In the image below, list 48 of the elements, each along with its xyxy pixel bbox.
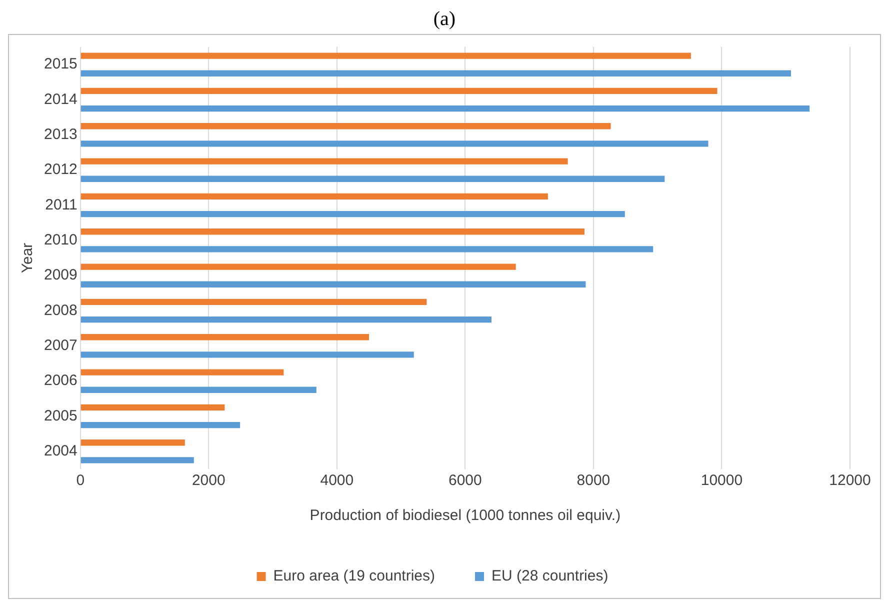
chart-title: (a): [432, 8, 457, 32]
y-tick-label: 2010: [44, 232, 78, 249]
y-tick-label: 2015: [44, 56, 78, 73]
x-tick-label: 0: [76, 472, 85, 490]
y-tick-label: 2005: [44, 407, 78, 424]
legend-label: EU (28 countries): [492, 568, 608, 585]
bar: [80, 281, 586, 288]
x-tick-label: 6000: [448, 472, 482, 490]
bar: [80, 228, 584, 235]
x-tick-label: 4000: [320, 472, 354, 490]
y-tick-label: 2006: [44, 372, 78, 390]
y-tick-label: 2008: [44, 302, 78, 319]
x-tick-label: 10000: [700, 472, 743, 490]
bar: [80, 246, 654, 252]
bar: [80, 176, 665, 182]
bar: [80, 386, 316, 393]
bar: [80, 369, 284, 376]
x-tick-label: 12000: [829, 472, 871, 490]
y-tick-label: 2014: [44, 90, 78, 108]
y-axis-title: Year: [19, 242, 36, 274]
legend-label: Euro area (19 countries): [273, 568, 436, 585]
bar: [80, 88, 718, 94]
bar: [80, 52, 691, 59]
y-tick-label: 2012: [44, 161, 78, 178]
bar: [80, 334, 369, 340]
bar: [80, 123, 611, 130]
bar: [80, 264, 516, 270]
y-tick-label: 2011: [45, 196, 78, 214]
y-tick-label: 2009: [44, 266, 78, 284]
bar: [80, 422, 240, 428]
bar: [80, 298, 427, 306]
x-axis-title: Production of biodiesel (1000 tonnes oil equiv.): [310, 507, 621, 524]
bar: [80, 404, 225, 411]
bar: [80, 457, 194, 464]
x-tick-label: 8000: [576, 472, 610, 490]
bar: [80, 210, 625, 218]
bar: [80, 140, 708, 147]
y-tick-label: 2007: [44, 337, 78, 354]
x-tick-label: 2000: [192, 472, 226, 490]
bar: [80, 352, 414, 358]
bar: [80, 158, 568, 164]
bar: [80, 70, 791, 76]
bar: [80, 440, 185, 446]
y-tick-label: 2013: [44, 126, 78, 144]
bar: [80, 105, 810, 112]
bar: [80, 193, 548, 200]
y-tick-label: 2004: [44, 442, 78, 460]
bar: [80, 316, 492, 323]
